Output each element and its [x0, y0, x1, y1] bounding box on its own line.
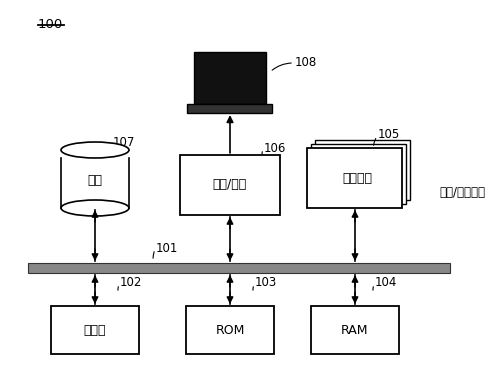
Bar — [180, 155, 280, 215]
Text: 108: 108 — [295, 56, 317, 70]
Ellipse shape — [61, 200, 129, 216]
Text: 硬盘: 硬盘 — [87, 175, 102, 187]
Text: 100: 100 — [38, 18, 63, 31]
Bar — [311, 306, 399, 354]
Text: 107: 107 — [113, 135, 135, 149]
Bar — [188, 104, 272, 113]
Text: 103: 103 — [255, 276, 277, 290]
Bar — [315, 140, 411, 200]
Text: 101: 101 — [156, 242, 178, 254]
Text: 来自/去往网络: 来自/去往网络 — [439, 186, 485, 198]
Text: 102: 102 — [120, 276, 142, 290]
Text: 处理器: 处理器 — [84, 324, 106, 336]
Bar — [51, 306, 139, 354]
Text: 105: 105 — [378, 129, 400, 141]
Text: 104: 104 — [375, 276, 397, 290]
Text: 通信端口: 通信端口 — [342, 172, 372, 184]
Bar — [61, 158, 129, 208]
Text: ROM: ROM — [215, 324, 245, 336]
Bar — [311, 144, 407, 204]
Ellipse shape — [61, 142, 129, 158]
Text: 输入/输出: 输入/输出 — [213, 178, 247, 192]
Text: RAM: RAM — [341, 324, 369, 336]
Text: 106: 106 — [264, 141, 286, 155]
Bar — [194, 52, 266, 104]
Bar — [186, 306, 274, 354]
Bar — [28, 263, 450, 273]
Bar — [307, 148, 403, 208]
